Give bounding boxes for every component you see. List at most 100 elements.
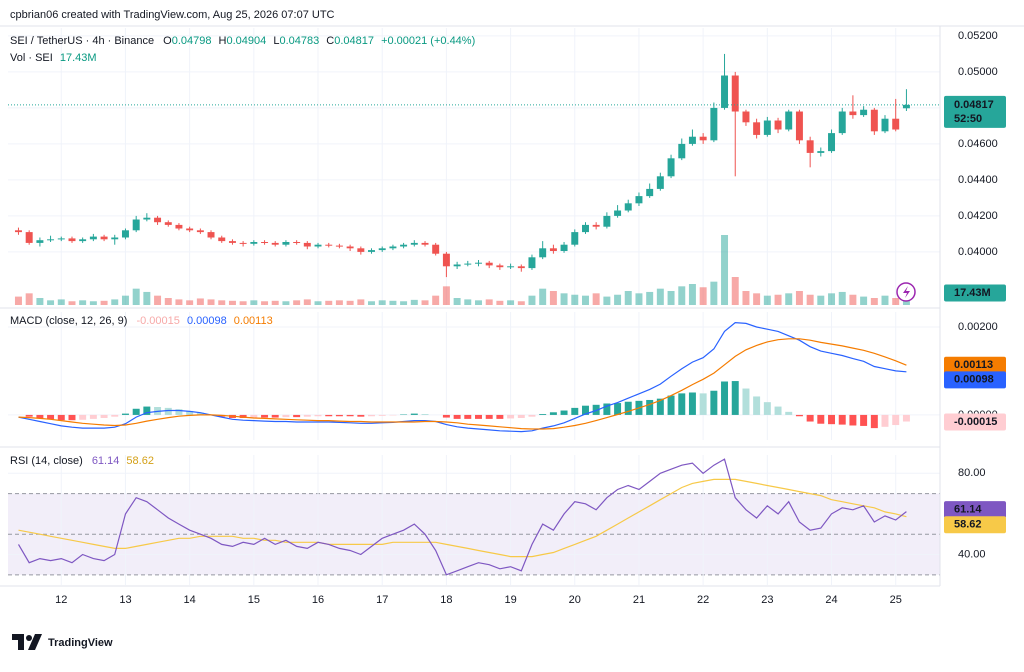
x-tick-label: 18: [440, 594, 452, 606]
candle-body: [475, 262, 482, 264]
macd-histogram-bar: [239, 414, 247, 419]
high-letter: H: [219, 35, 227, 47]
macd-signal-line: [18, 338, 907, 430]
candle-body: [239, 242, 247, 244]
y-tick-label: 0.00200: [958, 321, 998, 333]
candle-body: [828, 133, 836, 152]
volume-bar: [218, 300, 226, 305]
footer-brand: TradingView: [48, 637, 113, 649]
candle-body: [14, 230, 22, 233]
macd-histogram-bar: [528, 414, 536, 417]
macd-histogram-bar: [624, 401, 632, 415]
x-tick-label: 20: [569, 594, 581, 606]
macd-signal-label-text: 0.00113: [954, 359, 993, 371]
volume-bar: [453, 298, 461, 305]
x-tick-label: 21: [633, 594, 645, 606]
candle-body: [79, 239, 87, 242]
x-tick-label: 13: [119, 594, 131, 606]
volume-value: 17.43M: [60, 52, 97, 64]
macd-histogram-bar: [100, 414, 108, 419]
candle-body: [678, 143, 686, 159]
volume-bar: [721, 235, 729, 305]
candle-body: [485, 262, 493, 266]
macd-histogram-bar: [346, 414, 354, 417]
macd-histogram-bar: [271, 414, 279, 418]
volume-bar: [346, 300, 354, 305]
volume-bar: [442, 286, 450, 305]
price-label-box: [944, 95, 1006, 128]
volume-bar: [47, 300, 55, 305]
volume-bar: [517, 301, 525, 305]
macd-histogram-bar: [293, 414, 301, 418]
macd-signal-label-box: [944, 356, 1006, 374]
macd-histogram-bar: [785, 411, 793, 415]
credit: cpbrian06 created with TradingView.com, …: [10, 9, 335, 21]
candle-body: [207, 232, 215, 238]
macd-histogram-bar: [721, 381, 729, 415]
price-label-text: 52:50: [954, 113, 982, 125]
volume-bar: [228, 300, 236, 305]
macd-histogram-bar: [464, 414, 472, 419]
candle-body: [335, 245, 343, 247]
macd-histogram-bar: [774, 406, 782, 415]
macd-histogram-bar: [282, 414, 290, 418]
x-tick-label: 15: [248, 594, 260, 606]
macd-histogram-bar: [485, 414, 493, 419]
macd-histogram-bar: [603, 403, 611, 415]
y-tick-label: 40.00: [958, 548, 986, 560]
x-tick-label: 24: [825, 594, 837, 606]
candle-body: [892, 118, 900, 130]
macd-histogram-bar: [806, 414, 814, 422]
candle-body: [47, 239, 55, 241]
macd-histogram-bar: [892, 414, 900, 426]
macd-histogram-bar: [111, 414, 119, 417]
macd-histogram-bar: [838, 414, 846, 425]
candle-body: [303, 242, 311, 247]
candle-body: [710, 107, 718, 141]
volume-bar: [335, 300, 343, 305]
macd-histogram-bar: [25, 414, 33, 417]
volume-bar: [806, 294, 814, 305]
legend-volume: Vol · SEI 17.43M: [10, 52, 97, 64]
macd-histogram-bar: [196, 412, 204, 415]
volume-bar: [410, 299, 418, 305]
macd-histogram-bar: [902, 414, 910, 422]
candle-body: [539, 248, 547, 258]
candle-body: [57, 238, 65, 240]
macd-histogram-bar: [357, 414, 365, 417]
macd-histogram-bar: [817, 414, 825, 424]
macd-histogram-bar: [368, 414, 375, 417]
y-tick-label: 0.05200: [958, 30, 998, 42]
macd-histogram-bar: [656, 398, 664, 415]
candle-body: [442, 253, 450, 267]
volume-bar: [817, 295, 825, 305]
candle-body: [624, 203, 632, 211]
macd-label-text: 0.00098: [954, 374, 994, 386]
candle-body: [218, 237, 226, 242]
close-letter: C: [326, 35, 334, 47]
candle-body: [763, 120, 771, 135]
macd-histogram-bar: [614, 403, 622, 415]
volume-bar: [485, 299, 493, 305]
candle-body: [282, 242, 290, 245]
volume-bar: [763, 295, 771, 305]
close-value: 0.04817: [334, 35, 374, 47]
volume-bar: [528, 295, 536, 305]
volume-bar: [881, 295, 889, 305]
candle-body: [100, 236, 108, 240]
volume-bar: [79, 300, 87, 305]
candle-body: [25, 232, 33, 243]
volume-bar: [325, 300, 333, 305]
volume-bar: [421, 300, 429, 305]
volume-bar: [271, 300, 279, 305]
volume-label-text: 17.43M: [954, 287, 991, 299]
macd-histogram-bar: [582, 405, 589, 415]
candle-body: [517, 266, 525, 269]
volume-bar: [57, 299, 65, 305]
macd-label-box: [944, 371, 1006, 389]
candle-body: [731, 75, 739, 112]
macd-histogram-bar: [335, 414, 343, 417]
candle-body: [143, 217, 151, 220]
rsi-label-text: 61.14: [954, 503, 982, 515]
